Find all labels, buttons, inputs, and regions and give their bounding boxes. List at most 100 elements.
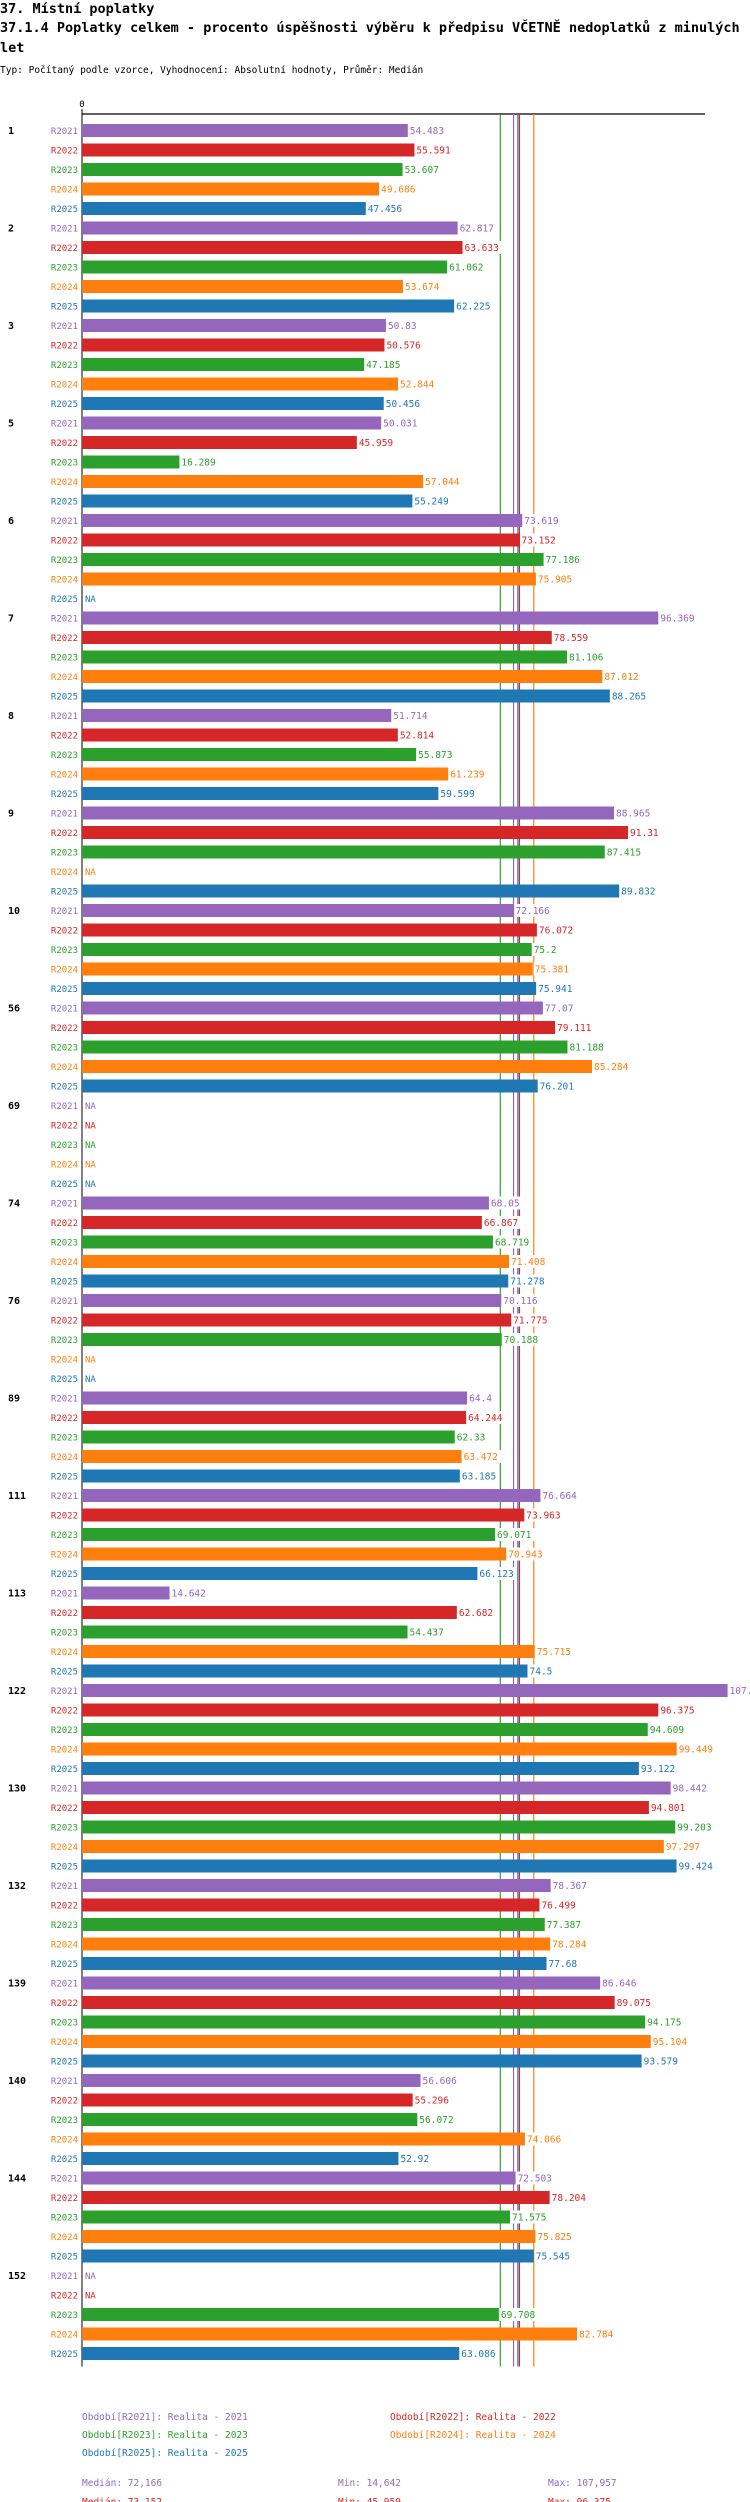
data-label-bg: [448, 260, 487, 274]
bar: [82, 650, 568, 664]
data-label: 55.296: [415, 2096, 450, 2107]
series-row-label: R2025: [51, 1668, 78, 1678]
data-label: 71.575: [512, 2213, 546, 2224]
series-row-label: R2023: [51, 1434, 78, 1444]
series-row-label: R2024: [51, 478, 78, 488]
data-label-bg: [533, 962, 573, 976]
series-row-label: R2024: [51, 1063, 78, 1073]
data-label-bg: [541, 1489, 580, 1502]
series-row-label: R2023: [51, 459, 78, 469]
data-label: 68.05: [491, 1199, 520, 1210]
section-title: 37. Místní poplatky: [0, 1, 155, 17]
series-row-label: R2023: [51, 1239, 78, 1249]
series-row-label: R2024: [51, 1941, 78, 1951]
bar: [82, 1001, 543, 1015]
data-label-bg: [468, 1391, 496, 1405]
series-row-label: R2022: [51, 439, 78, 449]
bar: [82, 2093, 413, 2107]
bar: [82, 1762, 639, 1775]
series-row-label: R2025: [51, 2058, 78, 2068]
data-label-bg: [642, 2054, 682, 2068]
bar: [82, 2152, 399, 2165]
series-row-label: R2022: [51, 2194, 78, 2204]
data-label-bg: [366, 202, 406, 215]
data-label: 96.375: [660, 1706, 694, 1717]
series-row-label: R2021: [51, 127, 78, 137]
legend-min-R2021: Min: 14,642: [338, 2478, 401, 2489]
series-row-label: R2021: [51, 322, 78, 332]
bar: [82, 1606, 457, 1619]
series-row-label: R2024: [51, 186, 78, 196]
data-label: 50.576: [386, 341, 421, 352]
series-row-label: R2024: [51, 1746, 78, 1756]
na-label: NA: [85, 1356, 96, 1366]
data-label-bg: [728, 1684, 750, 1697]
series-row-label: R2024: [51, 1843, 78, 1853]
data-label: 50.83: [388, 321, 417, 332]
data-label: 61.062: [449, 263, 483, 274]
data-label: 107.957: [730, 1686, 750, 1697]
na-label: NA: [85, 1180, 96, 1190]
bar: [82, 436, 357, 449]
series-row-label: R2024: [51, 283, 78, 293]
data-label: 87.415: [607, 848, 641, 859]
series-row-label: R2024: [51, 673, 78, 683]
series-row-label: R2025: [51, 1375, 78, 1385]
data-label: 99.424: [679, 1862, 714, 1873]
series-row-label: R2021: [51, 907, 78, 917]
data-label: 78.367: [553, 1881, 587, 1892]
data-label-bg: [408, 1625, 448, 1639]
data-label-bg: [415, 143, 454, 157]
series-row-label: R2022: [51, 1317, 78, 1327]
data-label-bg: [556, 1021, 595, 1034]
bar: [82, 884, 620, 898]
data-label: 85.284: [594, 1062, 629, 1073]
data-label-bg: [629, 826, 662, 839]
bar: [82, 2015, 646, 2029]
series-row-label: R2025: [51, 1278, 78, 1288]
bar: [82, 728, 398, 742]
data-label: 63.633: [465, 243, 499, 254]
category-label: 89: [8, 1394, 20, 1405]
bar: [82, 514, 523, 527]
series-row-label: R2022: [51, 1804, 78, 1814]
data-label: 76.072: [539, 926, 573, 937]
data-label: 76.664: [542, 1491, 577, 1502]
data-label-bg: [399, 2152, 433, 2165]
series-row-label: R2021: [51, 1102, 78, 1112]
category-label: 3: [8, 321, 14, 332]
data-label: 78.559: [554, 633, 589, 644]
data-label: 62.682: [459, 1608, 493, 1619]
na-label: NA: [85, 1161, 96, 1171]
data-label: 55.249: [414, 497, 449, 508]
data-label: 16.289: [181, 458, 216, 469]
bar: [82, 806, 615, 820]
data-label-bg: [534, 2249, 574, 2263]
series-row-label: R2023: [51, 1336, 78, 1346]
data-label: 51.714: [393, 711, 428, 722]
data-label-bg: [421, 2074, 461, 2087]
data-label-bg: [540, 1898, 579, 1912]
series-row-label: R2023: [51, 1141, 78, 1151]
series-row-label: R2024: [51, 2331, 78, 2341]
bar: [82, 1391, 468, 1405]
data-label-bg: [551, 1937, 590, 1951]
data-label: 53.607: [405, 165, 439, 176]
data-label-bg: [510, 1255, 549, 1268]
bar: [82, 962, 533, 976]
data-label: 75.941: [538, 984, 573, 995]
data-label-bg: [457, 1606, 497, 1619]
bar: [82, 202, 366, 215]
series-row-label: R2024: [51, 868, 78, 878]
data-label: 82.784: [579, 2330, 614, 2341]
data-label: 52.92: [400, 2154, 429, 2165]
na-label: NA: [85, 1375, 96, 1385]
na-label: NA: [85, 1122, 96, 1132]
data-label-bg: [520, 533, 559, 547]
series-row-label: R2023: [51, 361, 78, 371]
data-label: 99.449: [679, 1745, 714, 1756]
bar: [82, 2113, 418, 2126]
data-label-bg: [418, 2113, 457, 2126]
bar: [82, 2074, 421, 2087]
series-row-label: R2025: [51, 2350, 78, 2360]
